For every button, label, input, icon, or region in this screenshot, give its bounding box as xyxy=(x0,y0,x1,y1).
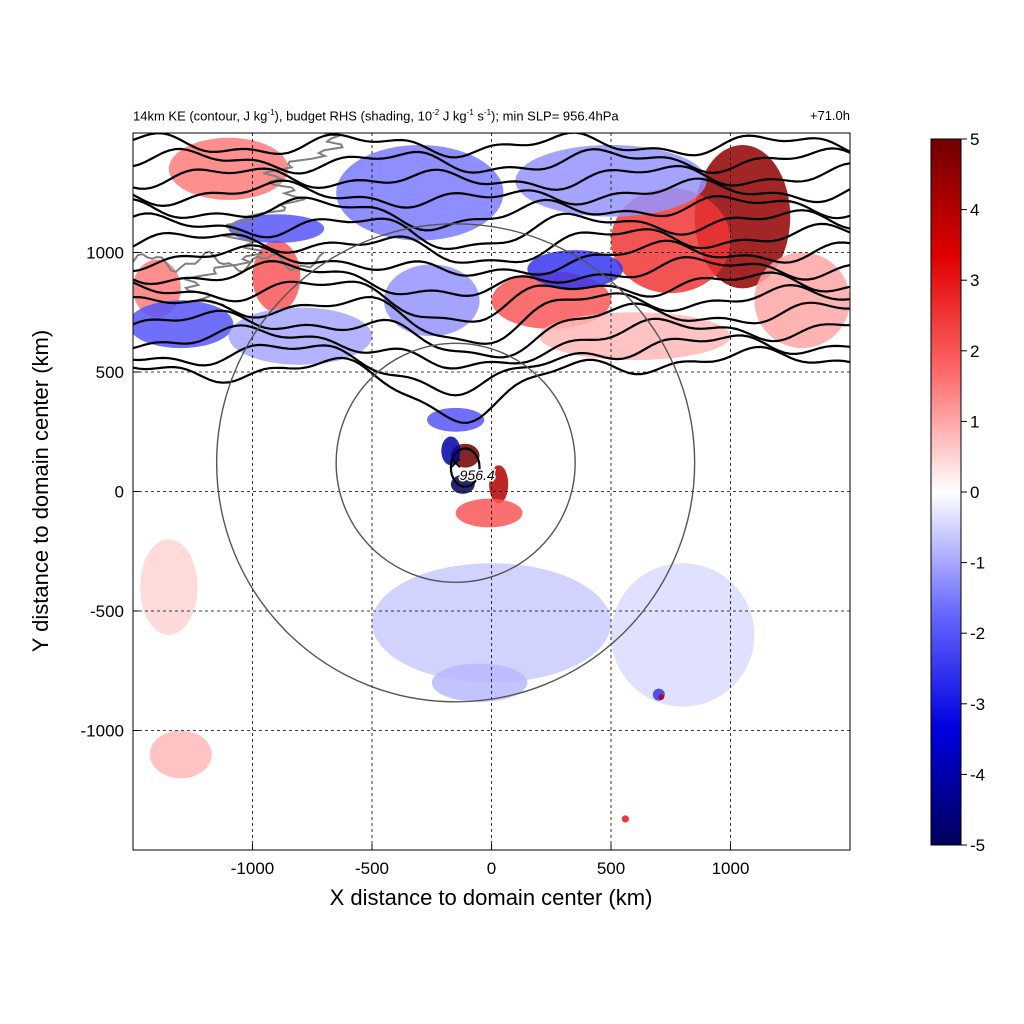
ke-contour-line xyxy=(449,447,481,488)
colorbar-tick-label: -5 xyxy=(970,836,985,855)
shading-region xyxy=(140,539,198,635)
colorbar-tick-label: -4 xyxy=(970,765,985,784)
ke-contour-line xyxy=(133,239,850,277)
colorbar-tick-label: 3 xyxy=(970,271,979,290)
storm-center-x-icon: ✕ xyxy=(449,456,462,473)
shading-region xyxy=(658,694,665,700)
colorbar-tick-label: 5 xyxy=(970,130,979,149)
shading-region xyxy=(441,436,461,466)
y-tick-label: -1000 xyxy=(81,722,124,741)
colorbar-tick-label: 0 xyxy=(970,483,979,502)
shading-region xyxy=(149,730,212,779)
shading-region xyxy=(455,498,523,528)
colorbar-tick-label: -1 xyxy=(970,554,985,573)
shading-region xyxy=(336,144,504,241)
min-slp-label: 956.4 xyxy=(460,467,495,483)
x-axis-label: X distance to domain center (km) xyxy=(330,885,653,910)
shading-region xyxy=(621,815,629,823)
y-tick-label: 0 xyxy=(115,483,124,502)
x-tick-label: 1000 xyxy=(712,859,750,878)
storm-center-marker: ✕ 956.4 xyxy=(449,456,496,485)
colorbar-tick-label: -3 xyxy=(970,695,985,714)
coastline xyxy=(133,250,325,274)
coastline xyxy=(183,133,344,307)
shading-region xyxy=(611,563,755,707)
colorbar: 5 4 3 2 1 0 -1 -2 -3 -4 -5 xyxy=(930,130,985,855)
radius-circle xyxy=(335,342,576,584)
x-tick-label: -500 xyxy=(355,859,389,878)
shading-region xyxy=(133,300,234,349)
y-tick-label: 500 xyxy=(96,363,124,382)
colorbar-tick-label: 4 xyxy=(970,201,979,220)
shading-region xyxy=(527,250,623,289)
shading-region xyxy=(489,465,509,504)
y-tick-label: 1000 xyxy=(86,244,124,263)
shading-region xyxy=(372,563,611,683)
x-tick-label: -1000 xyxy=(231,859,274,878)
x-tick-label: 500 xyxy=(597,859,625,878)
colorbar-tick-label: 2 xyxy=(970,342,979,361)
x-axis: -1000 -500 0 500 1000 xyxy=(231,844,750,878)
shading-layer xyxy=(133,137,850,823)
colorbar-tick-label: -2 xyxy=(970,624,985,643)
colorbar-scale xyxy=(930,138,962,846)
radius-circle xyxy=(215,223,696,703)
shading-region xyxy=(450,474,475,494)
shading-region xyxy=(515,144,707,217)
coastline-layer xyxy=(133,133,344,307)
chart-title: 14km KE (contour, J kg-1), budget RHS (s… xyxy=(133,108,619,124)
time-label: +71.0h xyxy=(809,108,850,123)
shading-region xyxy=(539,312,731,361)
shading-region xyxy=(431,663,528,702)
y-axis-label: Y distance to domain center (km) xyxy=(28,330,53,652)
y-axis: -1000 -500 0 500 1000 xyxy=(81,244,139,741)
radius-circles xyxy=(215,223,696,703)
x-tick-label: 0 xyxy=(487,859,496,878)
y-tick-label: -500 xyxy=(90,602,124,621)
colorbar-tick-label: 1 xyxy=(970,412,979,431)
